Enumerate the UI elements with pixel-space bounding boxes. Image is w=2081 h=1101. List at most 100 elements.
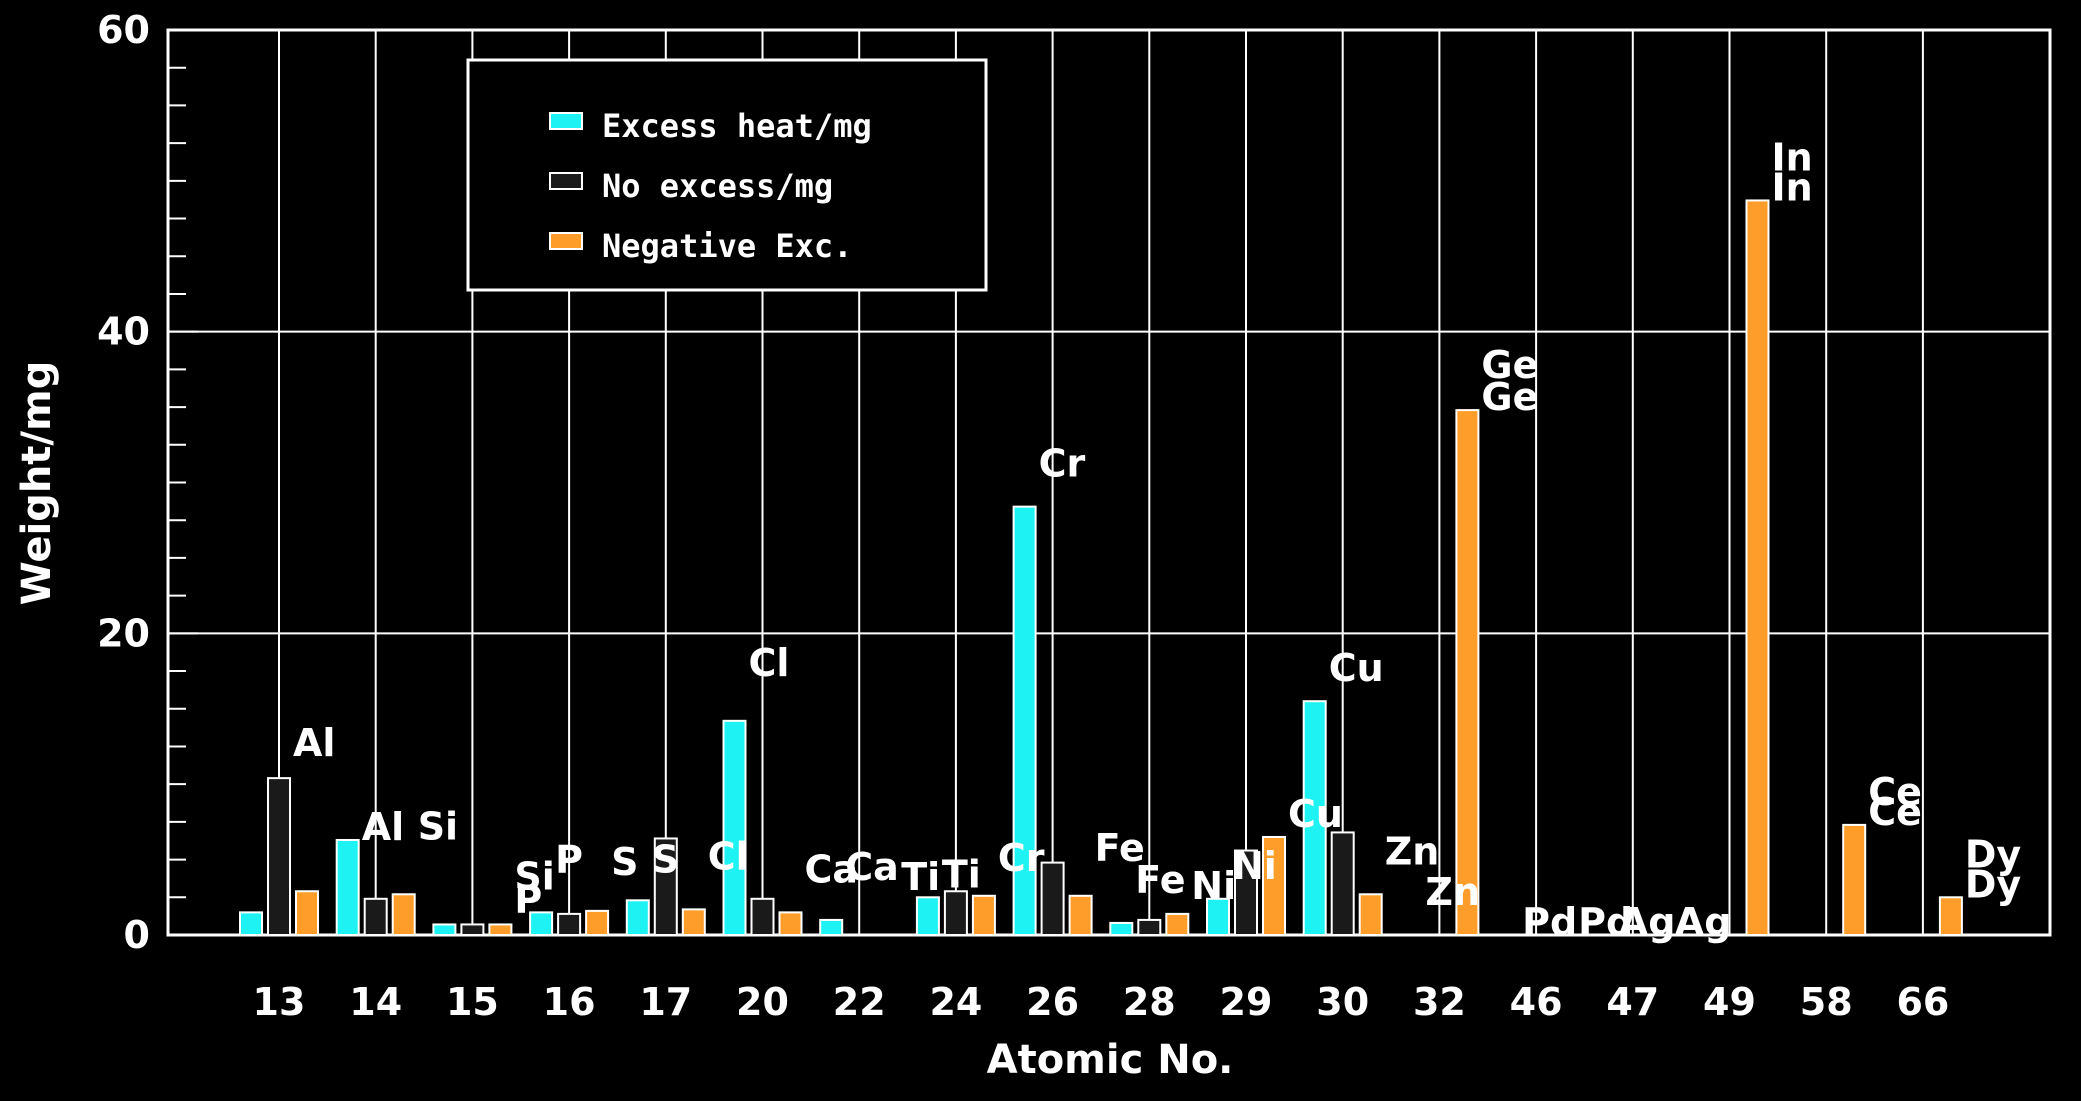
bar [1068,894,1093,936]
bar [1302,700,1327,936]
y-minor-ticks [168,29,198,936]
bar [750,897,775,936]
bar [1842,823,1867,936]
bar [1455,409,1480,937]
element-label: Ca [805,847,859,891]
element-label: Fe [1135,858,1185,902]
bar [971,894,996,936]
x-tick-label: 15 [446,980,499,1024]
element-label: Fe [1095,826,1145,870]
x-tick-label: 17 [639,980,692,1024]
element-label: S [611,840,638,884]
x-tick-label: 26 [1026,980,1079,1024]
element-label: Ag [1619,900,1676,944]
element-label: Ag [1675,900,1732,944]
x-tick-label: 13 [253,980,306,1024]
element-label: Si [514,854,554,898]
bar [1262,835,1286,936]
bar [1012,505,1037,936]
bar [1206,897,1230,936]
element-label: Cl [749,641,790,685]
element-label: Ce [1868,770,1922,814]
legend-label: Negative Exc. [602,227,852,265]
y-tick-labels-group: 0 20 40 60 [97,8,150,957]
x-tick-labels-group: 13 14 15 16 17 20 22 24 26 28 29 30 32 46 47 49 58 66 [253,980,1950,1024]
element-label: P [555,837,583,881]
legend-label: Excess heat/mg [602,107,872,145]
x-tick-label: 16 [543,980,596,1024]
element-label: Cu [1329,646,1384,690]
bar [432,923,457,936]
element-label: Ni [1191,864,1236,908]
bar [267,777,291,937]
element-label: Ce [1868,790,1922,834]
y-tick-label: 0 [124,913,150,957]
x-tick-label: 66 [1896,980,1949,1024]
bar [295,890,319,937]
element-label: Ti [942,852,981,896]
element-label: Zn [1385,829,1440,873]
x-tick-label: 46 [1510,980,1563,1024]
bar [681,908,706,937]
element-label: Ge [1481,375,1538,419]
x-tick-label: 49 [1703,980,1756,1024]
y-tick-label: 60 [97,8,150,52]
element-label: In [1772,165,1813,209]
bar [653,837,678,937]
bar [335,838,360,936]
element-label: Pd [1522,900,1577,944]
bar [557,912,582,937]
legend-swatch [549,112,583,130]
bar [1040,861,1065,936]
bar [391,893,416,937]
bar [529,911,554,936]
element-label: Ca [845,845,899,889]
legend-swatch [549,232,583,250]
bar [488,923,513,936]
element-label: In [1772,135,1813,179]
element-label: P [514,877,542,921]
bar [460,923,485,936]
legend-swatch [549,172,583,190]
bars-group [239,199,1963,937]
bar [819,918,844,937]
x-tick-label: 24 [929,980,982,1024]
bar [915,896,940,937]
bar [239,911,263,936]
element-label: Cr [998,836,1045,880]
bar [1938,896,1963,937]
x-tick-label: 28 [1123,980,1176,1024]
bar [1745,199,1770,937]
element-label: Cr [1039,442,1086,486]
bar [1234,849,1258,936]
x-axis-label: Atomic No. [987,1037,1234,1083]
element-label: Zn [1425,870,1480,914]
legend-label: No excess/mg [602,167,833,205]
element-label: Cu [1288,792,1343,836]
x-tick-label: 47 [1606,980,1659,1024]
y-tick-label: 20 [97,611,150,655]
bar [1358,893,1383,937]
bar [1137,918,1162,937]
x-tick-label: 22 [833,980,886,1024]
x-tick-label: 20 [736,980,789,1024]
x-tick-label: 58 [1800,980,1853,1024]
element-label: Pd [1578,900,1633,944]
bar [943,890,968,937]
legend: Excess heat/mg No excess/mg Negative Exc. [466,58,988,292]
y-axis-label: Weight/mg [14,361,60,606]
x-tick-label: 14 [349,980,402,1024]
element-label: Al [362,805,404,849]
element-label: Ni [1232,844,1277,888]
element-label: Dy [1965,832,2022,876]
x-tick-label: 30 [1316,980,1369,1024]
element-label: Dy [1965,862,2022,906]
bar [722,719,747,936]
bar [778,911,803,936]
element-label: S [652,837,679,881]
bar [1165,912,1190,937]
element-label: Ti [901,855,940,899]
bar [625,899,650,937]
